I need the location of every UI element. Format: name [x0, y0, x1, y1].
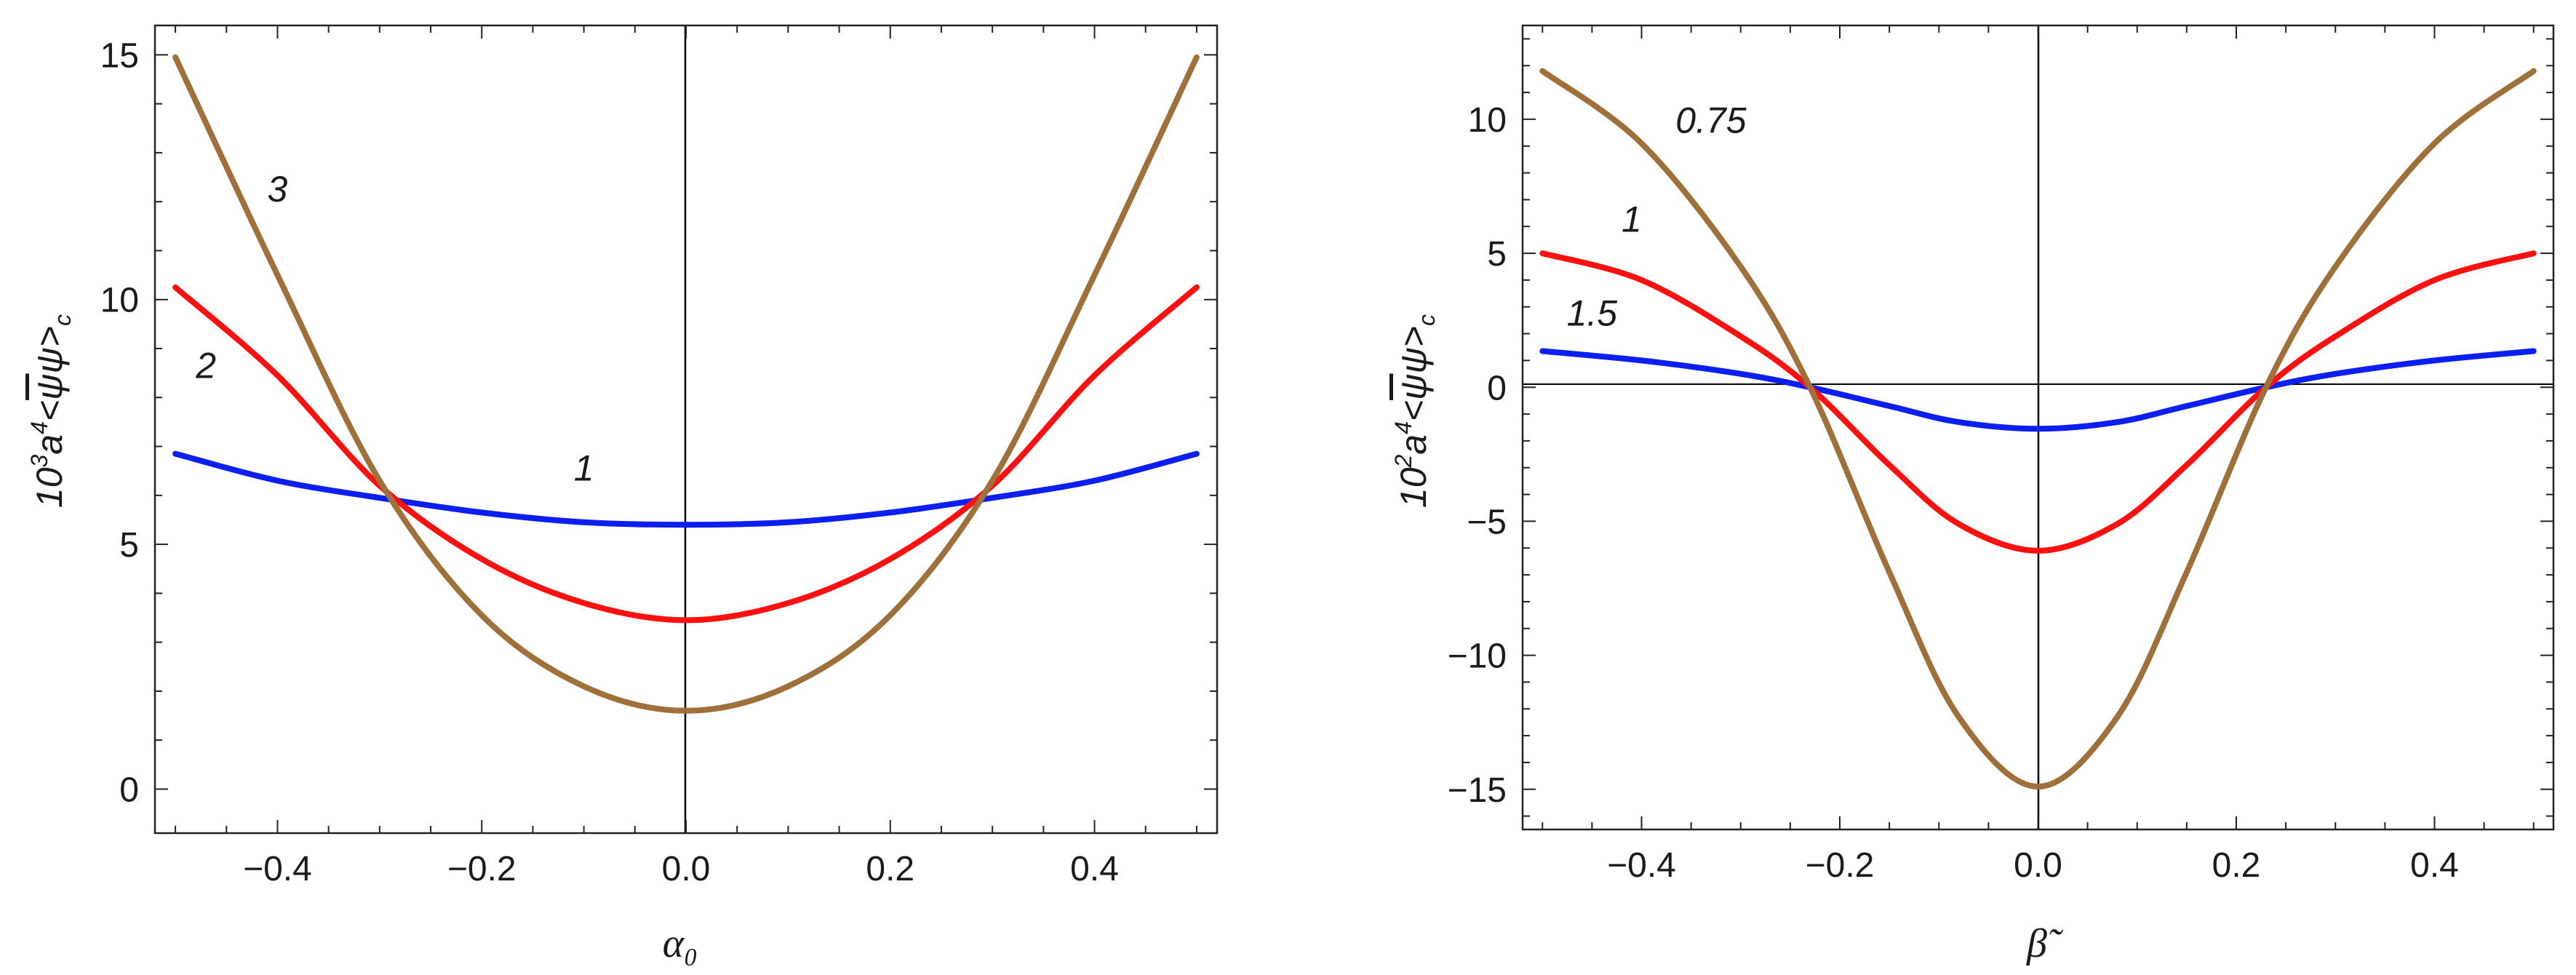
tick-marks [155, 25, 1217, 833]
y-tick-label: 10 [1468, 101, 1507, 140]
y-axis-label: 103a4<ψψ>c [26, 314, 76, 508]
ylabel-coef: 10 [29, 467, 70, 508]
y-tick-label: −5 [1467, 503, 1507, 541]
y-tick-label: −15 [1448, 771, 1507, 810]
x-axis-label: α₀ [663, 921, 698, 966]
x-tick-labels: −0.4 −0.2 0.0 0.2 0.4 [243, 850, 1119, 888]
ylabel-psibar: ψ [1393, 373, 1434, 399]
y-tick-label: 0 [119, 771, 139, 809]
ylabel-lt: < [29, 400, 70, 421]
ylabel-psi: ψ [1393, 347, 1434, 373]
x-tick-labels: −0.4 −0.2 0.0 0.2 0.4 [1607, 846, 2459, 885]
ylabel-exp: 3 [26, 454, 52, 467]
y-tick-label: 15 [100, 36, 139, 75]
ylabel-psibar: ψ [29, 373, 70, 399]
x-tick-label: −0.2 [447, 850, 517, 888]
ylabel-a: a [1393, 434, 1434, 455]
series-line-1 [1539, 250, 2537, 554]
curve-label: 3 [268, 169, 288, 210]
y-tick-label: −10 [1448, 637, 1507, 676]
series-lines [1539, 68, 2537, 790]
y-tick-labels: −15 −10 −5 0 5 10 [1448, 101, 1507, 810]
y-axis-label: 102a4<ψψ>c [1390, 314, 1440, 508]
ylabel-gt: > [29, 326, 70, 347]
x-tick-label: 0.4 [1070, 850, 1119, 888]
x-tick-label: −0.4 [1607, 846, 1676, 885]
y-tick-label: 10 [100, 282, 139, 320]
x-tick-label: 0.0 [2014, 846, 2062, 885]
ylabel-sub: c [49, 314, 76, 326]
plot-frame [153, 24, 1219, 835]
tick-marks [1523, 25, 2553, 829]
ylabel-sub: c [1413, 314, 1440, 326]
ylabel-gt: > [1393, 326, 1434, 347]
ylabel-coef: 10 [1393, 467, 1434, 508]
y-tick-label: 5 [1487, 235, 1507, 274]
series-line-1.5 [1539, 348, 2537, 432]
curve-label: 2 [195, 345, 216, 386]
y-tick-labels: 0 5 10 15 [100, 36, 139, 809]
curve-labels: 3 2 1 [195, 169, 594, 488]
curve-label: 0.75 [1675, 100, 1747, 140]
series-line-3 [172, 54, 1200, 714]
x-tick-label: 0.2 [2212, 846, 2261, 885]
x-axis-label: β̃ [2026, 921, 2064, 966]
ylabel-psi: ψ [29, 347, 70, 373]
x-tick-label: 0.2 [866, 850, 914, 888]
x-tick-label: 0.0 [662, 850, 711, 888]
svg-text:102a4<ψψ>c: 102a4<ψψ>c [1390, 314, 1440, 508]
curve-label: 1 [574, 448, 594, 489]
series-lines [172, 54, 1200, 714]
ylabel-exp: 2 [1390, 454, 1416, 468]
series-line-0.75 [1539, 68, 2537, 790]
ylabel-lt: < [1393, 400, 1434, 421]
curve-label: 1.5 [1567, 293, 1618, 334]
y-tick-label: 5 [119, 526, 139, 565]
curve-labels: 0.75 1 1.5 [1567, 100, 1747, 333]
series-line-1 [172, 450, 1200, 528]
x-tick-label: −0.4 [243, 850, 312, 888]
x-tick-label: 0.4 [2410, 846, 2459, 885]
x-tick-label: −0.2 [1806, 846, 1875, 885]
ylabel-a: a [29, 434, 70, 455]
ylabel-exp4: 4 [1390, 421, 1416, 434]
series-line-2 [172, 284, 1200, 624]
y-tick-label: 0 [1487, 369, 1507, 407]
ylabel-exp4: 4 [26, 421, 52, 434]
curve-label: 1 [1622, 199, 1642, 240]
svg-text:103a4<ψψ>c: 103a4<ψψ>c [26, 314, 76, 508]
plot-frame [1521, 24, 2555, 831]
